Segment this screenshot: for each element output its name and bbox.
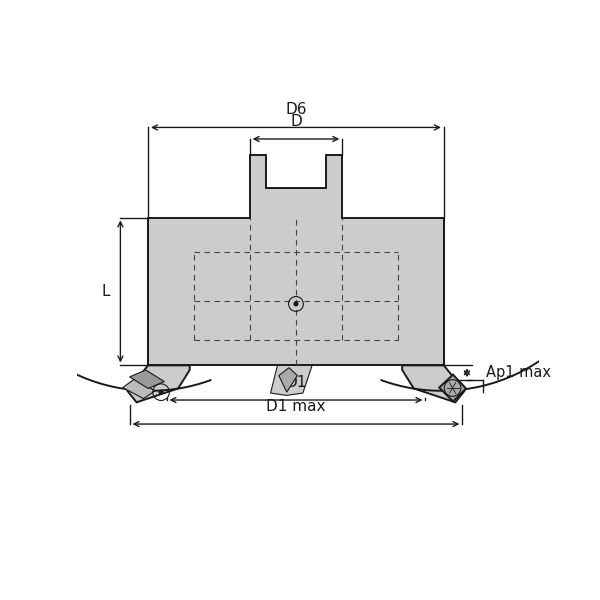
Polygon shape — [279, 368, 298, 392]
Text: L: L — [102, 284, 110, 299]
Polygon shape — [127, 365, 190, 403]
Text: D1: D1 — [285, 375, 307, 390]
Circle shape — [159, 391, 163, 394]
Text: D1 max: D1 max — [266, 399, 326, 414]
Text: D6: D6 — [285, 102, 307, 117]
Polygon shape — [402, 365, 464, 403]
Polygon shape — [123, 379, 155, 398]
Polygon shape — [148, 155, 444, 365]
Polygon shape — [439, 374, 466, 401]
Polygon shape — [130, 370, 164, 388]
Text: Ap1 max: Ap1 max — [486, 365, 551, 380]
Circle shape — [294, 302, 298, 306]
Text: D: D — [290, 114, 302, 129]
Polygon shape — [271, 365, 312, 395]
